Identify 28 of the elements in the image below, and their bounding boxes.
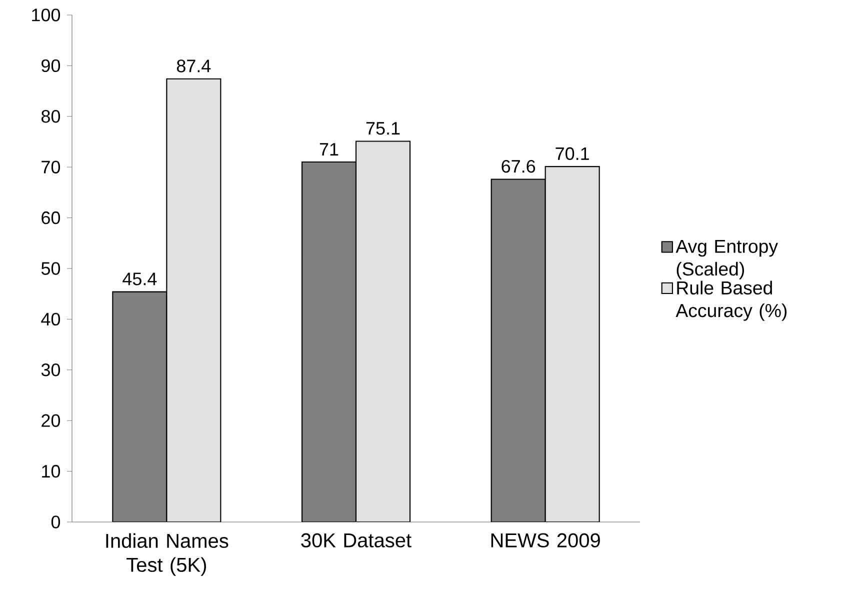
y-tick-label: 40 (41, 312, 60, 326)
data-label: 87.4 (176, 60, 211, 72)
y-tick-label: 10 (42, 464, 60, 478)
y-tick-label: 80 (41, 110, 60, 123)
y-tick-label: 90 (42, 59, 60, 72)
bar (355, 140, 411, 522)
data-label: 67.6 (502, 160, 536, 173)
y-tick-label: 0 (51, 516, 60, 528)
y-tick-label: 70 (42, 160, 60, 174)
data-label: 71 (320, 143, 338, 156)
legend-label: Rule Based Accuracy (%) (676, 280, 787, 321)
bar (166, 78, 222, 522)
x-tick-label: Indian Names Test (5K) (106, 533, 228, 576)
y-tick-label: 60 (42, 211, 60, 224)
x-tick-label: NEWS 2009 (491, 533, 600, 548)
data-label: 45.4 (122, 272, 157, 286)
data-label: 70.1 (556, 147, 589, 160)
x-tick-label: 30K Dataset (301, 533, 412, 548)
y-tick-label: 50 (41, 262, 60, 275)
y-tick-label: 100 (32, 8, 60, 22)
y-tick-label: 20 (42, 414, 60, 427)
bar (112, 291, 168, 522)
bar (544, 166, 600, 522)
bar (301, 161, 357, 522)
y-tick-label: 30 (41, 364, 60, 376)
bar (490, 178, 546, 522)
legend-label: Avg Entropy (Scaled) (676, 240, 778, 280)
data-label: 75.1 (366, 122, 400, 135)
